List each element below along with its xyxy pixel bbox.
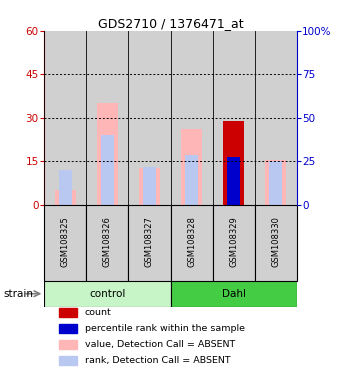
Text: rank, Detection Call = ABSENT: rank, Detection Call = ABSENT [85, 356, 230, 365]
Bar [227, 157, 240, 205]
Text: GSM108330: GSM108330 [271, 216, 280, 267]
Bar [86, 31, 129, 205]
Bar [59, 308, 77, 317]
Bar [170, 205, 212, 281]
Text: count: count [85, 308, 112, 317]
Bar [170, 31, 212, 205]
Bar [129, 31, 170, 205]
Bar [181, 129, 202, 205]
Bar [59, 340, 77, 349]
Bar [97, 103, 118, 205]
Bar [129, 205, 170, 281]
Bar [59, 356, 77, 365]
Text: GSM108328: GSM108328 [187, 216, 196, 267]
Bar [101, 135, 114, 205]
Bar [170, 281, 297, 307]
Bar [265, 160, 286, 205]
Bar [223, 121, 244, 205]
Text: GSM108326: GSM108326 [103, 216, 112, 267]
Text: GSM108325: GSM108325 [61, 216, 70, 267]
Bar [44, 205, 86, 281]
Text: GSM108329: GSM108329 [229, 216, 238, 267]
Bar [86, 205, 129, 281]
Text: control: control [89, 289, 125, 299]
Bar [55, 190, 76, 205]
Bar [44, 281, 170, 307]
Bar [269, 161, 282, 205]
Bar [143, 167, 156, 205]
Text: value, Detection Call = ABSENT: value, Detection Call = ABSENT [85, 340, 235, 349]
Bar [212, 205, 255, 281]
Text: strain: strain [3, 289, 33, 299]
Title: GDS2710 / 1376471_at: GDS2710 / 1376471_at [98, 17, 243, 30]
Bar [139, 168, 160, 205]
Text: percentile rank within the sample: percentile rank within the sample [85, 324, 245, 333]
Text: GSM108327: GSM108327 [145, 216, 154, 267]
Bar [185, 156, 198, 205]
Bar [59, 170, 72, 205]
Bar [44, 31, 86, 205]
Bar [59, 324, 77, 333]
Bar [255, 205, 297, 281]
Text: Dahl: Dahl [222, 289, 246, 299]
Bar [212, 31, 255, 205]
Bar [255, 31, 297, 205]
